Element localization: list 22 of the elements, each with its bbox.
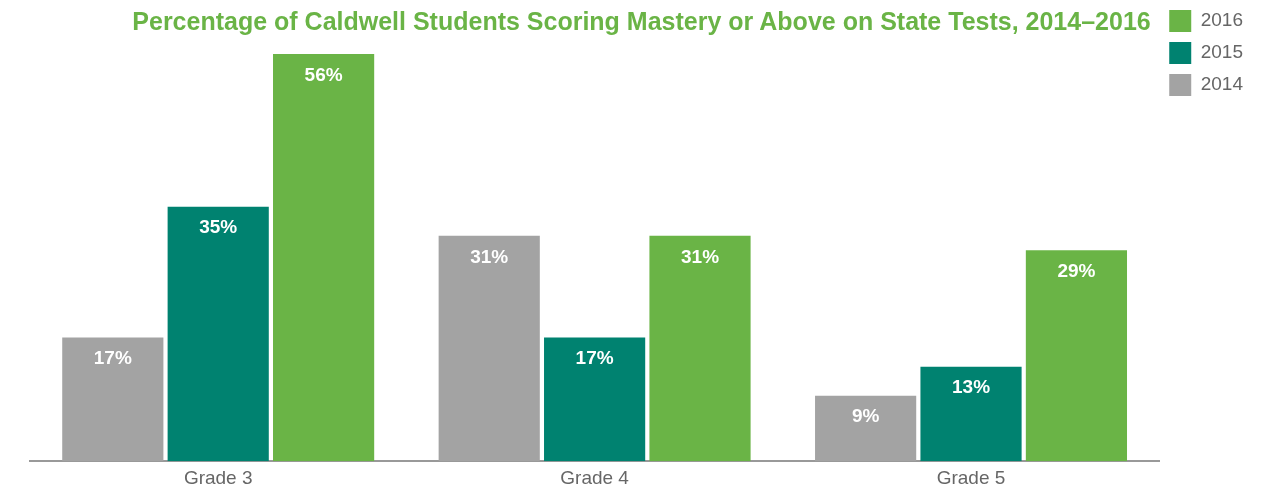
- bar: [273, 54, 375, 462]
- data-label: 31%: [681, 245, 720, 267]
- legend-label: 2016: [1200, 9, 1244, 31]
- x-tick-label: Grade 5: [936, 466, 1006, 488]
- data-label: 17%: [575, 347, 614, 369]
- data-label: 13%: [952, 376, 991, 398]
- legend-label: 2015: [1200, 41, 1244, 63]
- data-label: 29%: [1057, 260, 1096, 282]
- data-label: 31%: [470, 245, 509, 267]
- chart-title: Percentage of Caldwell Students Scoring Mastery or Above on State Tests, 2014–2016: [132, 6, 1151, 35]
- data-label: 9%: [851, 405, 880, 427]
- x-tick-label: Grade 3: [183, 466, 253, 488]
- x-tick-label: Grade 4: [560, 466, 630, 488]
- bar: [920, 366, 1022, 462]
- bar: [649, 235, 751, 462]
- data-label: 17%: [93, 347, 132, 369]
- data-label: 56%: [304, 63, 343, 85]
- legend-label: 2014: [1200, 73, 1244, 95]
- bar: [167, 206, 269, 462]
- data-label: 35%: [199, 216, 238, 238]
- bar: [544, 337, 646, 462]
- bar: [1025, 250, 1128, 462]
